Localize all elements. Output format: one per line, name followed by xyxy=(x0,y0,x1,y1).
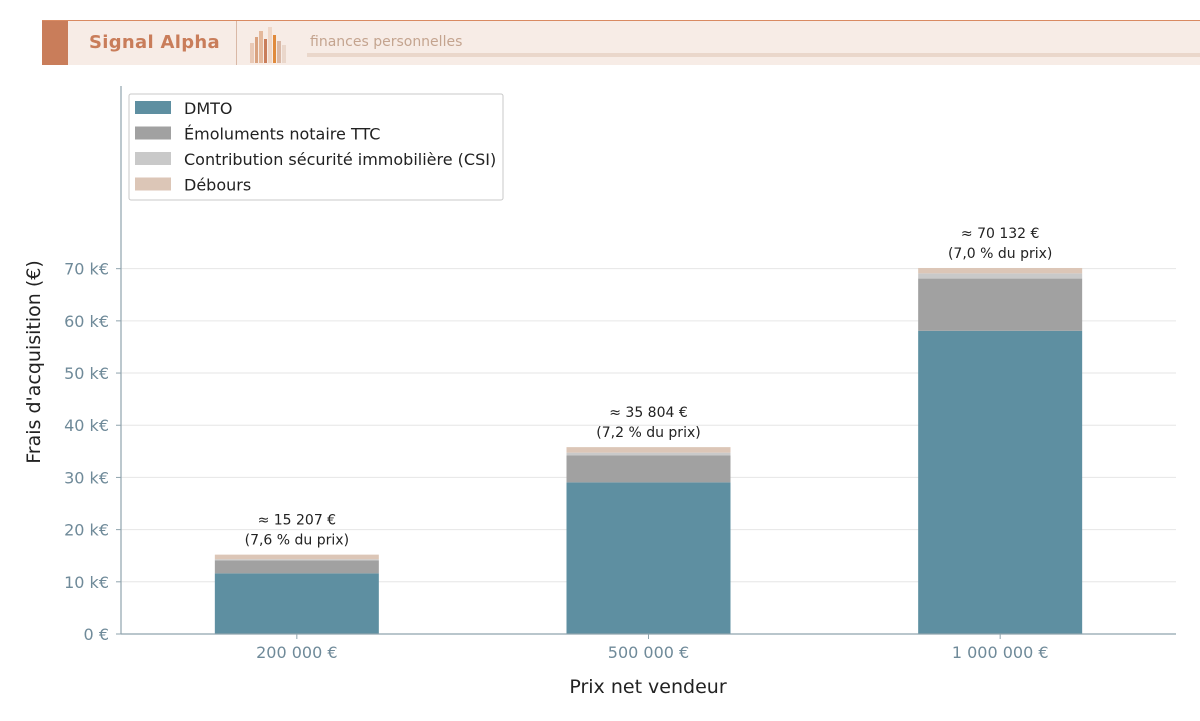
bar-percent-label: (7,2 % du prix) xyxy=(596,425,700,441)
bar-annotations: ≈ 15 207 € (7,6 % du prix) ≈ 35 804 € (7,2 … xyxy=(245,226,1053,549)
legend-swatch xyxy=(135,126,171,140)
y-ticks: 0 € 10 k€ 20 k€ 30 k€ 40 k€ 50 k€ 60 k€ 70 k€ xyxy=(64,260,121,644)
y-tick-label: 50 k€ xyxy=(64,364,109,383)
bar-segment-dmto xyxy=(918,330,1083,634)
brand-header: Signal Alpha finances personnelles xyxy=(42,20,1200,65)
bar-percent-label: (7,6 % du prix) xyxy=(245,533,349,549)
legend: DMTO Émoluments notaire TTC Contribution s… xyxy=(128,93,504,201)
brand-name: Signal Alpha xyxy=(89,32,220,53)
brand-underline xyxy=(307,53,1200,57)
y-tick-label: 0 € xyxy=(84,625,109,644)
legend-box xyxy=(128,93,504,201)
legend-swatch xyxy=(135,177,171,191)
bar-segment--moluments-notaire-ttc xyxy=(566,455,731,483)
brand-logo-icon xyxy=(250,27,286,63)
y-axis-title: Frais d'acquisition (€) xyxy=(23,260,45,464)
legend-swatch xyxy=(135,152,171,165)
brand-tagline: finances personnelles xyxy=(310,34,463,50)
legend-label: Contribution sécurité immobilière (CSI) xyxy=(184,150,496,169)
legend-label: DMTO xyxy=(184,99,233,118)
bar-segment--moluments-notaire-ttc xyxy=(214,560,379,574)
bar-segment-contribution-s-curit-immobili-re-csi- xyxy=(214,559,379,561)
x-tick-label: 500 000 € xyxy=(608,643,689,662)
bar-segment-contribution-s-curit-immobili-re-csi- xyxy=(566,452,731,456)
bar-segment-dmto xyxy=(214,573,379,634)
y-tick-label: 10 k€ xyxy=(64,573,109,592)
legend-label: Débours xyxy=(184,176,251,195)
bar-segment-d-bours xyxy=(918,267,1083,274)
legend-swatch xyxy=(135,101,171,114)
bar-total-label: ≈ 35 804 € xyxy=(609,405,688,421)
bars xyxy=(214,267,1083,634)
bar-segment-d-bours xyxy=(214,554,379,560)
y-tick-label: 30 k€ xyxy=(64,468,109,487)
x-tick-label: 200 000 € xyxy=(256,643,337,662)
x-axis-title: Prix net vendeur xyxy=(569,676,726,698)
bar-total-label: ≈ 70 132 € xyxy=(961,226,1040,242)
legend-label: Émoluments notaire TTC xyxy=(184,125,380,144)
x-tick-label: 1 000 000 € xyxy=(952,643,1049,662)
bar-percent-label: (7,0 % du prix) xyxy=(948,246,1052,262)
bar-total-label: ≈ 15 207 € xyxy=(258,513,337,529)
bar-segment-contribution-s-curit-immobili-re-csi- xyxy=(918,273,1083,279)
y-tick-label: 70 k€ xyxy=(64,260,109,279)
x-ticks: 200 000 € 500 000 € 1 000 000 € xyxy=(256,634,1049,662)
brand-separator xyxy=(236,21,237,65)
bar-segment--moluments-notaire-ttc xyxy=(918,278,1083,331)
bar-segment-d-bours xyxy=(566,447,731,453)
y-tick-label: 40 k€ xyxy=(64,416,109,435)
brand-swatch xyxy=(42,21,68,65)
y-tick-label: 20 k€ xyxy=(64,521,109,540)
bar-segment-dmto xyxy=(566,482,731,634)
y-tick-label: 60 k€ xyxy=(64,312,109,331)
